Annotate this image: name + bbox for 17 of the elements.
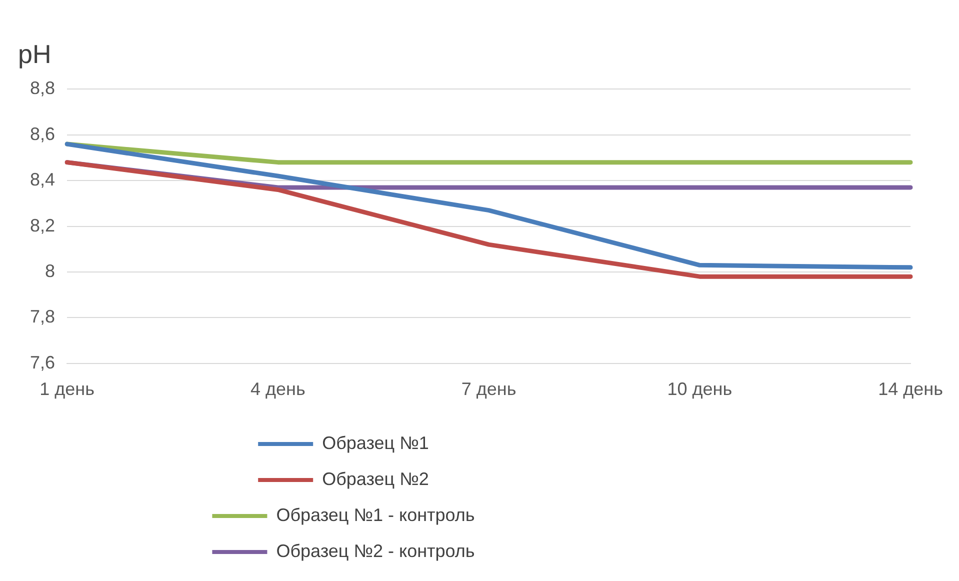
legend-label: Образец №2 [322,468,699,489]
y-tick-label: 8,8 [30,78,56,98]
y-tick-label: 8 [45,260,56,281]
y-tick-label: 7,6 [30,352,56,372]
y-tick-label: 8,6 [30,124,56,144]
y-tick-label: 7,8 [30,306,56,327]
y-axis-title: pH [18,38,52,69]
legend-label: Образец №1 - контроль [276,504,745,525]
y-tick-label: 8,2 [30,215,56,236]
x-tick-label: 1 день [40,379,94,400]
legend-label: Образец №2 - контроль [276,540,745,561]
x-tick-label: 7 день [461,379,516,400]
x-tick-label: 10 день [667,379,732,400]
x-tick-label: 14 день [878,379,943,400]
legend-label: Образец №1 [322,432,699,453]
y-tick-label: 8,4 [30,170,56,190]
x-tick-label: 4 день [250,379,306,400]
